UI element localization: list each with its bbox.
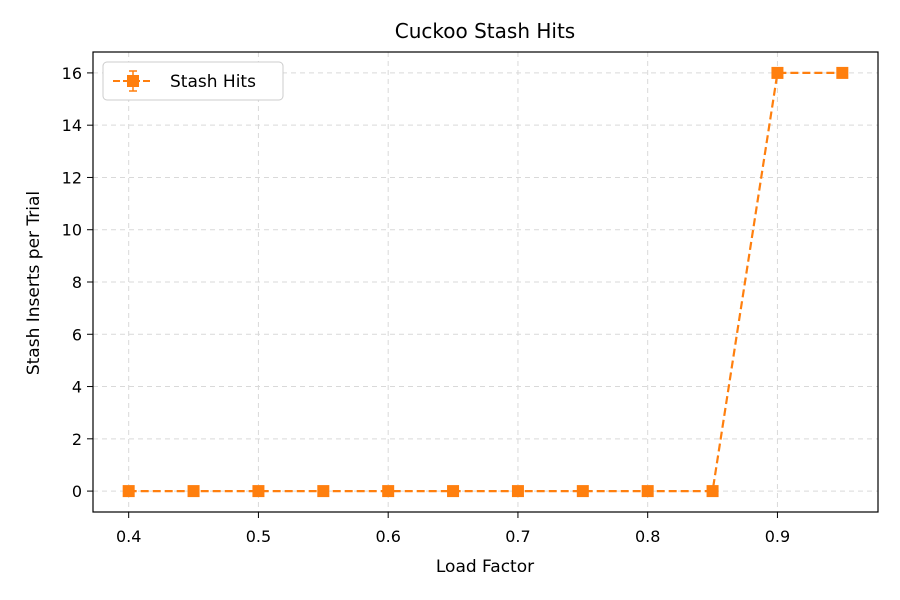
x-tick-label: 0.6 (375, 527, 400, 546)
y-tick-label: 12 (62, 168, 82, 187)
data-point (576, 485, 589, 498)
x-tick-label: 0.8 (635, 527, 660, 546)
grid (93, 52, 878, 512)
y-tick-label: 0 (72, 482, 82, 501)
y-tick-label: 2 (72, 430, 82, 449)
y-axis-label: Stash Inserts per Trial (24, 191, 44, 375)
data-point (836, 66, 849, 79)
y-tick-label: 8 (72, 273, 82, 292)
y-tick-label: 10 (62, 221, 82, 240)
data-point (122, 485, 135, 498)
legend-marker-swatch (127, 75, 139, 87)
ticks: 0.4 0.5 0.6 0.7 0.8 0.9 0 2 4 6 8 10 12 14 16 (62, 64, 791, 546)
x-tick-label: 0.5 (246, 527, 271, 546)
legend-label: Stash Hits (170, 72, 256, 92)
x-tick-label: 0.7 (505, 527, 530, 546)
x-tick-label: 0.9 (765, 527, 790, 546)
x-tick-label: 0.4 (116, 527, 141, 546)
chart-title: Cuckoo Stash Hits (395, 19, 575, 43)
data-point (511, 485, 524, 498)
series-line (128, 71, 843, 493)
y-tick-label: 4 (72, 378, 82, 397)
y-tick-label: 16 (62, 64, 82, 83)
data-point (641, 485, 654, 498)
data-point (317, 485, 330, 498)
y-tick-label: 14 (62, 116, 82, 135)
legend: Stash Hits (102, 61, 284, 101)
data-point (447, 485, 460, 498)
series-layer (122, 66, 849, 498)
y-tick-label: 6 (72, 325, 82, 344)
data-point (252, 485, 265, 498)
data-point (706, 485, 719, 498)
data-point (382, 485, 395, 498)
x-axis-label: Load Factor (436, 557, 534, 577)
legend-box (102, 61, 284, 101)
data-point (187, 485, 200, 498)
data-point (771, 66, 784, 79)
